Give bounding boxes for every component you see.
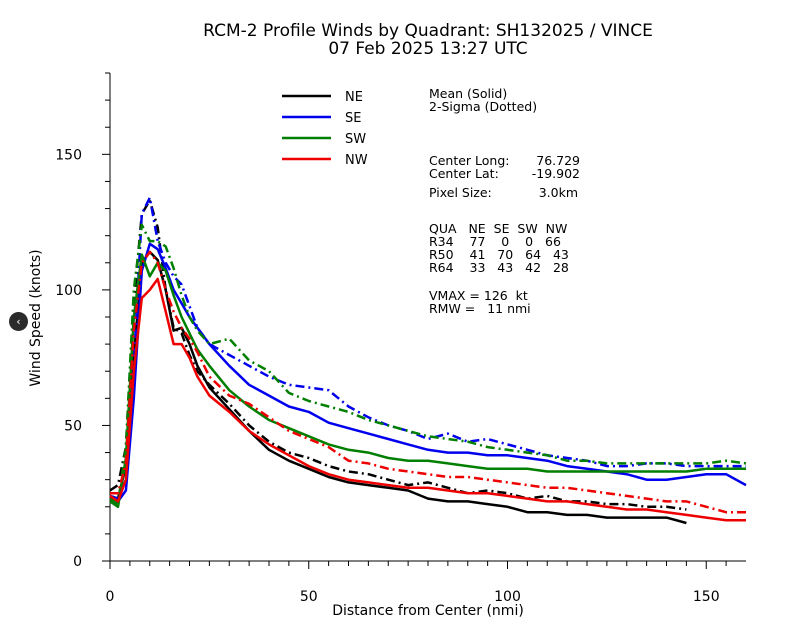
axis-ticks: 0 50 100 150 0 50 100 150 bbox=[55, 72, 727, 605]
x-axis-label: Distance from Center (nmi) bbox=[332, 603, 524, 619]
y-tick-label: 150 bbox=[55, 147, 82, 163]
center-lat-value: -19.902 bbox=[532, 166, 580, 181]
chart-subtitle: 07 Feb 2025 13:27 UTC bbox=[328, 39, 527, 59]
series-sw-mean-line bbox=[109, 253, 746, 509]
x-tick-label: 0 bbox=[106, 589, 115, 605]
pixel-size-label: Pixel Size: bbox=[429, 185, 492, 200]
pixel-size-value: 3.0km bbox=[539, 185, 578, 200]
mean-label: Mean (Solid) bbox=[429, 86, 507, 101]
x-tick-label: 100 bbox=[494, 589, 521, 605]
x-tick-label: 150 bbox=[693, 589, 720, 605]
legend: NE SE SW NW bbox=[282, 90, 368, 168]
vmax-text: VMAX = 126 kt bbox=[429, 288, 528, 303]
legend-label-nw: NW bbox=[345, 153, 368, 168]
y-tick-label: 50 bbox=[64, 418, 82, 434]
y-tick-label: 0 bbox=[73, 554, 82, 570]
y-tick-label: 100 bbox=[55, 283, 82, 299]
x-tick-label: 50 bbox=[300, 589, 318, 605]
center-long-value: 76.729 bbox=[536, 153, 580, 168]
rmw-text: RMW = 11 nmi bbox=[429, 301, 531, 316]
chart-title: RCM-2 Profile Winds by Quadrant: SH13202… bbox=[203, 21, 653, 41]
center-long-label: Center Long: bbox=[429, 153, 510, 168]
series-layer bbox=[109, 196, 747, 525]
series-se-mean-line bbox=[109, 242, 747, 503]
series-sw-sigma-line bbox=[109, 223, 747, 506]
series-ne-mean-line bbox=[109, 250, 687, 525]
y-axis-label: Wind Speed (knots) bbox=[28, 249, 44, 386]
radii-r64: R64 33 43 42 28 bbox=[429, 260, 569, 275]
sigma-label: 2-Sigma (Dotted) bbox=[429, 99, 537, 114]
radii-r50: R50 41 70 64 43 bbox=[429, 247, 569, 262]
center-lat-label: Center Lat: bbox=[429, 166, 499, 181]
radii-r34: R34 77 0 0 66 bbox=[429, 234, 561, 249]
radii-header: QUA NE SE SW NW bbox=[429, 221, 567, 236]
legend-label-se: SE bbox=[345, 111, 361, 126]
info-panel: Mean (Solid) 2-Sigma (Dotted) Center Lon… bbox=[429, 86, 580, 316]
legend-label-ne: NE bbox=[345, 90, 363, 105]
series-se-sigma-line bbox=[109, 196, 746, 500]
legend-label-sw: SW bbox=[345, 132, 366, 147]
series-nw-mean-line bbox=[109, 277, 746, 522]
collapse-arrow-button[interactable]: ‹ bbox=[9, 312, 28, 331]
